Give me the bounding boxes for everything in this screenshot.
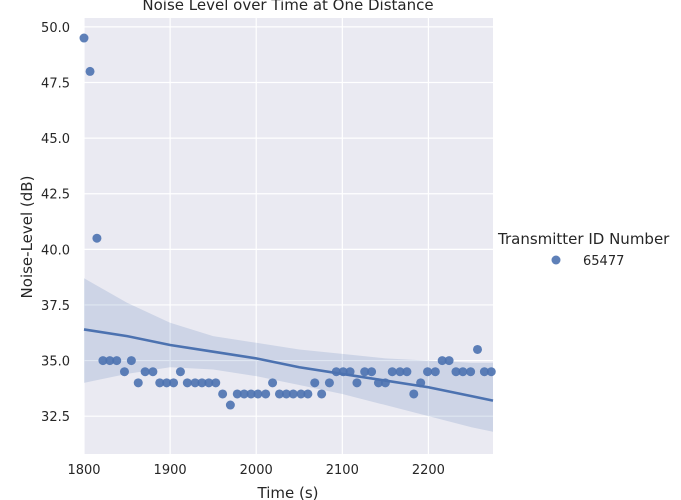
data-point bbox=[387, 367, 397, 377]
y-axis-label: Noise-Level (dB) bbox=[18, 176, 36, 299]
legend-entry-65477: 65477 bbox=[583, 254, 624, 269]
data-point bbox=[395, 367, 405, 377]
data-point bbox=[197, 378, 207, 388]
data-point bbox=[486, 367, 496, 377]
data-point bbox=[451, 367, 461, 377]
data-point bbox=[479, 367, 489, 377]
data-point bbox=[98, 356, 108, 366]
y-tick-label: 32.5 bbox=[41, 410, 70, 425]
data-point bbox=[437, 356, 447, 366]
data-point bbox=[303, 389, 313, 399]
data-point bbox=[225, 400, 235, 410]
data-point bbox=[458, 367, 468, 377]
data-point bbox=[246, 389, 256, 399]
x-axis-label: Time (s) bbox=[257, 484, 319, 500]
x-tick-label: 2100 bbox=[326, 463, 359, 478]
data-point bbox=[92, 233, 102, 243]
y-tick-label: 37.5 bbox=[41, 299, 70, 314]
data-point bbox=[296, 389, 306, 399]
data-point bbox=[288, 389, 298, 399]
data-point bbox=[148, 367, 158, 377]
data-point bbox=[310, 378, 320, 388]
x-tick-label: 2000 bbox=[240, 463, 273, 478]
y-tick-label: 35.0 bbox=[41, 355, 70, 370]
data-point bbox=[85, 66, 95, 76]
data-point bbox=[274, 389, 284, 399]
data-point bbox=[79, 33, 89, 43]
data-point bbox=[105, 356, 115, 366]
data-point bbox=[473, 344, 483, 354]
confidence-band bbox=[84, 278, 493, 432]
y-tick-label: 47.5 bbox=[41, 77, 70, 92]
data-point bbox=[162, 378, 172, 388]
data-point bbox=[239, 389, 249, 399]
y-tick-label: 45.0 bbox=[41, 132, 70, 147]
data-point bbox=[211, 378, 221, 388]
data-point bbox=[261, 389, 271, 399]
data-point bbox=[204, 378, 214, 388]
data-point bbox=[466, 367, 476, 377]
data-point bbox=[190, 378, 200, 388]
data-point bbox=[402, 367, 412, 377]
data-point bbox=[352, 378, 362, 388]
data-point bbox=[324, 378, 334, 388]
legend-title: Transmitter ID Number bbox=[497, 230, 670, 248]
data-point bbox=[133, 378, 143, 388]
data-point bbox=[430, 367, 440, 377]
legend: Transmitter ID Number 65477 bbox=[497, 230, 670, 269]
regression-line bbox=[83, 328, 494, 402]
legend-marker bbox=[551, 255, 561, 265]
data-point bbox=[409, 389, 419, 399]
data-point bbox=[155, 378, 165, 388]
y-tick-label: 50.0 bbox=[41, 21, 70, 36]
scatter-points bbox=[79, 33, 496, 410]
x-tick-label: 2200 bbox=[412, 463, 445, 478]
data-point bbox=[253, 389, 263, 399]
data-point bbox=[232, 389, 242, 399]
data-point bbox=[281, 389, 291, 399]
data-point bbox=[169, 378, 179, 388]
x-tick-label: 1800 bbox=[67, 463, 100, 478]
data-point bbox=[367, 367, 377, 377]
data-point bbox=[126, 356, 136, 366]
x-tick-labels: 1800 1900 2000 2100 2200 bbox=[67, 463, 445, 478]
data-point bbox=[444, 356, 454, 366]
data-point bbox=[175, 367, 185, 377]
data-point bbox=[218, 389, 228, 399]
data-point bbox=[268, 378, 278, 388]
y-tick-labels: 32.5 35.0 37.5 40.0 42.5 45.0 47.5 50.0 bbox=[41, 21, 70, 425]
data-point bbox=[182, 378, 192, 388]
chart-title: Noise Level over Time at One Distance bbox=[142, 0, 433, 14]
y-tick-label: 40.0 bbox=[41, 243, 70, 258]
data-point bbox=[119, 367, 129, 377]
data-point bbox=[423, 367, 433, 377]
data-point bbox=[140, 367, 150, 377]
data-point bbox=[112, 356, 122, 366]
x-tick-label: 1900 bbox=[154, 463, 187, 478]
data-point bbox=[317, 389, 327, 399]
data-point bbox=[360, 367, 370, 377]
y-tick-label: 42.5 bbox=[41, 188, 70, 203]
